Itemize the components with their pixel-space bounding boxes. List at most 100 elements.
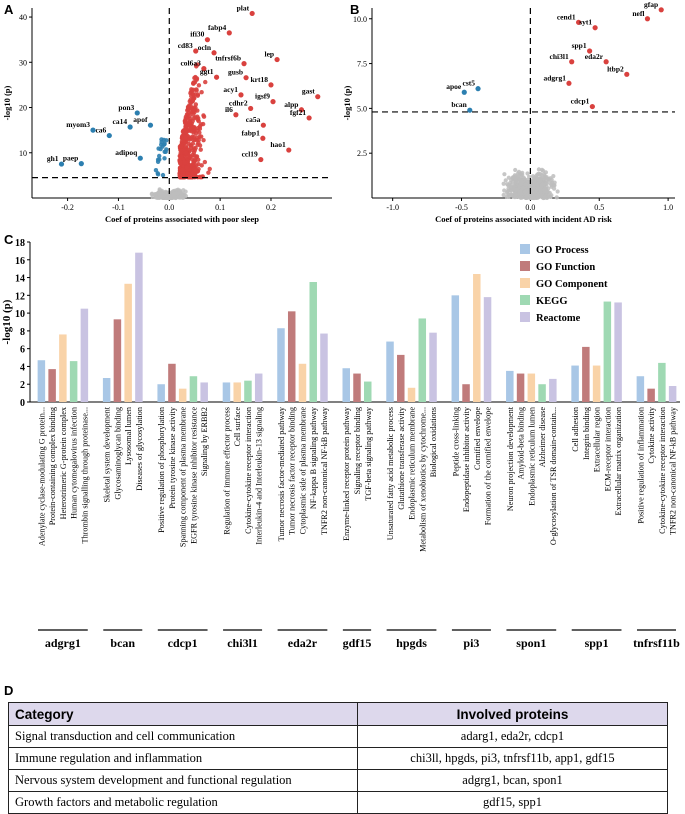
up-point <box>207 166 212 172</box>
bar-term-label: Enzyme-linked receptor protein pathway <box>342 406 351 541</box>
labeled-point <box>603 59 609 65</box>
point-label: fabp4 <box>208 23 227 32</box>
x-tick-label: -0.5 <box>455 203 468 212</box>
up-point <box>186 104 191 109</box>
volcano-plot-b: -1.0 -0.5 0.0 0.5 1.0 2.5 5.0 7.5 10.0 Coef of pr… <box>342 0 675 224</box>
ns-point <box>512 175 517 180</box>
ns-point <box>528 185 533 191</box>
proteins-cell: adarg1, eda2r, cdcp1 <box>357 725 668 748</box>
up-point <box>192 158 197 163</box>
ns-point <box>501 181 506 186</box>
bar-term-label: Signaling by ERBB2 <box>200 407 209 476</box>
x-tick-label: 0.0 <box>525 203 535 212</box>
up-point <box>193 74 198 80</box>
ns-point <box>506 175 511 180</box>
bar-term-label: Cytokine activity <box>647 406 656 464</box>
up-point <box>190 88 195 93</box>
up-point <box>190 141 196 146</box>
up-point <box>197 130 202 135</box>
ns-point <box>542 194 547 200</box>
proteins-cell: gdf15, spp1 <box>357 791 668 814</box>
up-point <box>191 92 196 98</box>
up-point <box>191 166 197 171</box>
legend-label: Reactome <box>536 313 581 324</box>
bar <box>48 369 56 402</box>
point-cloud <box>501 167 560 201</box>
bar-term-label: NF-kappa B signaling pathway <box>309 406 318 509</box>
bar <box>614 302 622 402</box>
table-row: Growth factors and metabolic regulation … <box>8 791 668 814</box>
ns-point <box>533 182 538 187</box>
ns-point <box>183 193 189 199</box>
up-point <box>195 114 200 119</box>
labeled-point <box>306 115 312 121</box>
bar-term-label: Cytokine-cytokine receptor interaction <box>658 407 667 534</box>
legend-label: GO Function <box>536 262 595 273</box>
labeled-point <box>592 25 598 31</box>
point-label: adipoq <box>115 148 138 157</box>
point-label: cdhr2 <box>229 98 248 107</box>
group-label: cdcp1 <box>168 636 198 650</box>
labeled-point <box>260 122 266 128</box>
point-label: ltbp2 <box>607 64 624 73</box>
y-tick-label: 18 <box>15 238 25 249</box>
up-point <box>194 64 199 69</box>
labeled-point <box>213 74 220 80</box>
bar-term-label: Glutathione transferase activity <box>397 406 406 510</box>
x-tick-label: 0.5 <box>594 203 604 212</box>
up-point <box>199 174 205 179</box>
y-tick-label: 14 <box>15 274 25 285</box>
group-label: eda2r <box>288 636 318 650</box>
up-point <box>191 80 196 86</box>
up-point <box>195 168 200 174</box>
x-tick-label: -0.2 <box>61 203 74 212</box>
bar-term-label: Cornified envelope <box>473 407 482 470</box>
bar <box>603 301 612 402</box>
point-label: alpp <box>284 100 298 109</box>
labeled-point <box>233 112 239 118</box>
labeled-point <box>268 82 274 88</box>
bar <box>222 382 231 402</box>
down-point <box>153 168 159 173</box>
point-label: paep <box>63 154 78 163</box>
ns-point <box>546 177 551 182</box>
bar <box>549 378 557 402</box>
legend-label: GO Process <box>536 245 589 256</box>
up-point <box>198 147 203 152</box>
ns-point <box>544 189 549 194</box>
group-label: spp1 <box>585 636 609 650</box>
group-label: tnfrsf11b <box>633 636 680 650</box>
y-tick-label: 12 <box>15 291 25 302</box>
labeled-point <box>658 7 664 13</box>
up-point <box>197 124 203 129</box>
group-label: chi3l1 <box>227 636 258 650</box>
bar-term-label: ECM-receptor interaction <box>603 407 612 491</box>
x-axis-label: Coef of proteins associated with poor sl… <box>105 214 259 224</box>
proteins-header: Involved proteins <box>357 702 668 726</box>
ns-point <box>530 174 536 179</box>
labeled-point <box>248 105 254 112</box>
up-point <box>194 138 199 143</box>
bar <box>429 332 437 402</box>
bar <box>483 297 492 402</box>
bar-term-label: Positive regulation of inflammation <box>636 407 645 524</box>
x-tick-label: -0.1 <box>112 203 125 212</box>
ns-point <box>535 186 540 191</box>
point-label: cdcp1 <box>571 97 590 106</box>
bar <box>418 318 427 402</box>
bar-term-label: Cell surface <box>233 407 242 447</box>
point-label: gast <box>302 87 315 96</box>
y-axis-label: -log10 (p) <box>342 85 352 120</box>
y-tick-label: 20 <box>19 104 27 113</box>
point-label: ccl19 <box>242 150 258 159</box>
labeled-point <box>575 19 582 25</box>
point-label: apof <box>133 115 148 124</box>
labeled-point <box>298 107 305 113</box>
y-tick-label: 10 <box>19 149 27 158</box>
x-tick-label: 0.0 <box>164 203 174 212</box>
up-point <box>179 154 184 159</box>
x-axis-label: Coef of proteins associated with inciden… <box>435 214 612 224</box>
ns-point <box>177 194 183 200</box>
bar-term-label: Regulation of immune effector process <box>222 407 231 535</box>
down-point <box>155 172 161 177</box>
